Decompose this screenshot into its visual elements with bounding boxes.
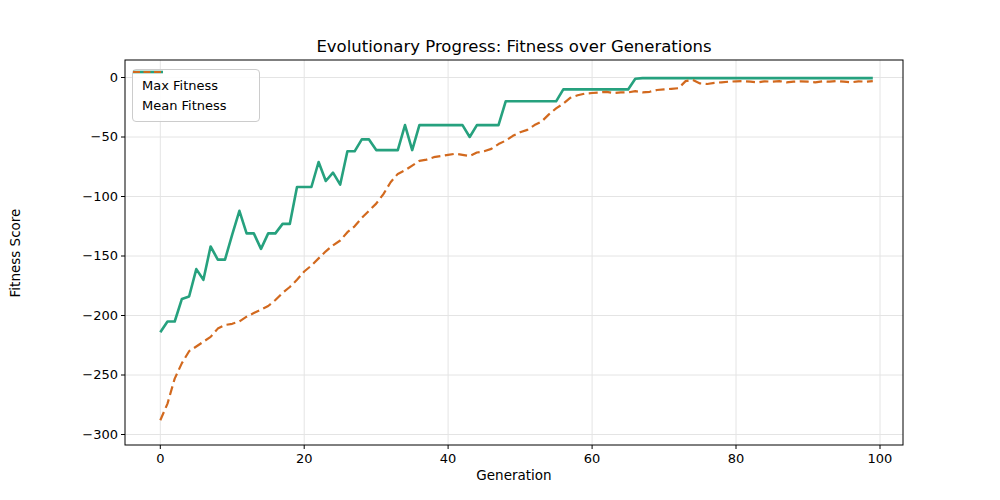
y-tick-label: −300 <box>68 427 118 442</box>
x-tick-label: 40 <box>426 451 470 466</box>
y-tick-label: −250 <box>68 367 118 382</box>
y-tick-label: −100 <box>68 189 118 204</box>
y-tick-label: −200 <box>68 308 118 323</box>
series-line-mean-fitness <box>160 80 873 420</box>
chart-figure: Evolutionary Progress: Fitness over Gene… <box>0 0 1000 500</box>
y-tick-label: −150 <box>68 248 118 263</box>
legend-label: Mean Fitness <box>142 98 227 113</box>
series-line-max-fitness <box>160 78 873 332</box>
legend-item: Max Fitness <box>142 75 250 95</box>
y-axis-label: Fitness Score <box>7 183 23 323</box>
x-tick-label: 60 <box>570 451 614 466</box>
chart-title: Evolutionary Progress: Fitness over Gene… <box>125 37 903 56</box>
x-tick-label: 20 <box>282 451 326 466</box>
x-tick-label: 80 <box>714 451 758 466</box>
x-tick-label: 100 <box>858 451 902 466</box>
x-tick-label: 0 <box>138 451 182 466</box>
legend: Max Fitness Mean Fitness <box>132 69 260 122</box>
legend-line-sample-dashed <box>133 70 163 74</box>
legend-label: Max Fitness <box>142 78 218 93</box>
y-tick-label: 0 <box>68 70 118 85</box>
x-axis-label: Generation <box>125 467 903 483</box>
legend-item: Mean Fitness <box>142 95 250 115</box>
y-tick-label: −50 <box>68 129 118 144</box>
